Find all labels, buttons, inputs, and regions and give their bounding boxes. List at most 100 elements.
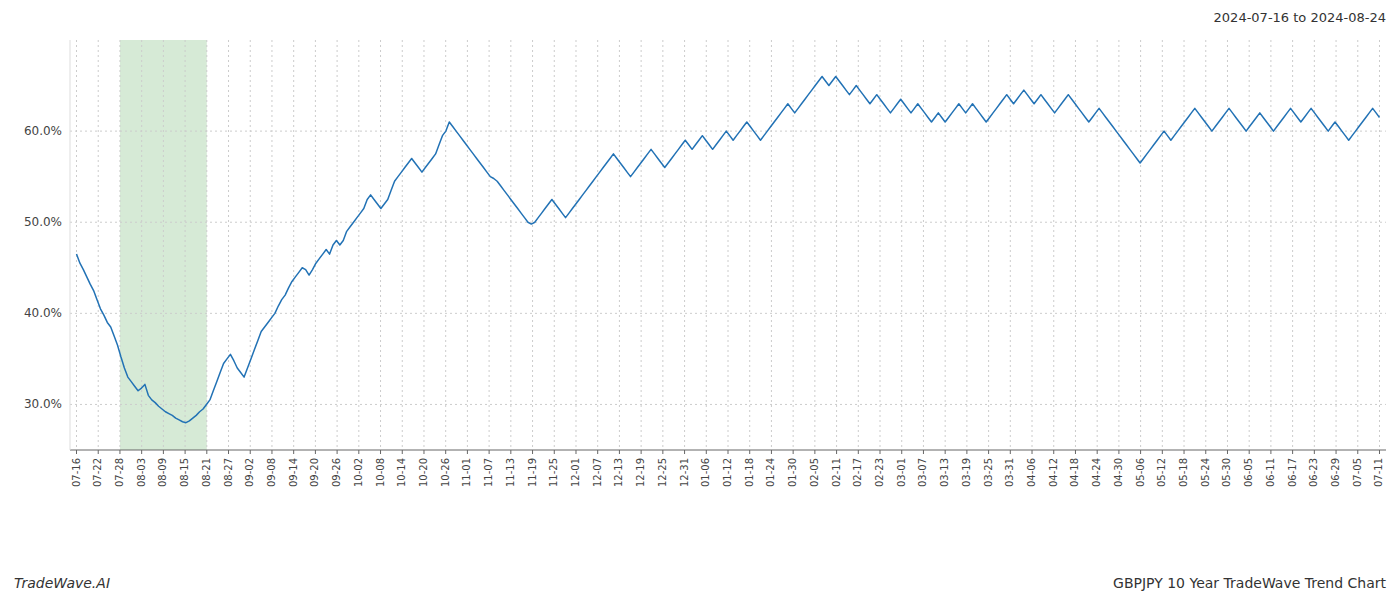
- x-grid-line: [1075, 40, 1076, 450]
- x-tick-label: 04-06: [1026, 458, 1037, 487]
- x-tick-label: 12-31: [679, 458, 690, 487]
- x-grid-line: [293, 40, 294, 450]
- x-tick-mark: [250, 450, 251, 454]
- x-tick-label: 08-03: [136, 458, 147, 487]
- x-tick-label: 07-28: [114, 458, 125, 487]
- x-grid-line: [1314, 40, 1315, 450]
- x-grid-line: [1292, 40, 1293, 450]
- x-grid-line: [597, 40, 598, 450]
- x-grid-line: [315, 40, 316, 450]
- x-tick-label: 04-30: [1113, 458, 1124, 487]
- x-grid-line: [1227, 40, 1228, 450]
- x-tick-mark: [445, 450, 446, 454]
- x-tick-label: 12-19: [635, 458, 646, 487]
- x-grid-line: [1097, 40, 1098, 450]
- x-grid-line: [185, 40, 186, 450]
- x-tick-mark: [1053, 450, 1054, 454]
- x-tick-mark: [1075, 450, 1076, 454]
- x-tick-mark: [1118, 450, 1119, 454]
- x-tick-mark: [1162, 450, 1163, 454]
- x-tick-label: 07-11: [1373, 458, 1384, 487]
- x-tick-label: 09-20: [309, 458, 320, 487]
- x-tick-mark: [185, 450, 186, 454]
- x-grid-line: [706, 40, 707, 450]
- x-tick-label: 05-24: [1200, 458, 1211, 487]
- x-tick-label: 11-13: [505, 458, 516, 487]
- x-tick-mark: [228, 450, 229, 454]
- x-tick-mark: [597, 450, 598, 454]
- x-tick-label: 09-26: [331, 458, 342, 487]
- x-tick-mark: [1249, 450, 1250, 454]
- x-grid-line: [489, 40, 490, 450]
- x-grid-line: [1205, 40, 1206, 450]
- x-tick-mark: [358, 450, 359, 454]
- x-tick-label: 10-08: [375, 458, 386, 487]
- x-tick-mark: [641, 450, 642, 454]
- x-tick-label: 11-19: [527, 458, 538, 487]
- x-tick-label: 06-23: [1308, 458, 1319, 487]
- x-tick-mark: [749, 450, 750, 454]
- x-tick-mark: [1292, 450, 1293, 454]
- x-tick-label: 06-05: [1243, 458, 1254, 487]
- x-tick-label: 12-25: [657, 458, 668, 487]
- x-tick-label: 09-08: [266, 458, 277, 487]
- x-tick-label: 03-31: [1004, 458, 1015, 487]
- x-grid-line: [1357, 40, 1358, 450]
- x-tick-label: 04-18: [1069, 458, 1080, 487]
- x-tick-mark: [554, 450, 555, 454]
- x-tick-label: 01-12: [722, 458, 733, 487]
- x-tick-mark: [988, 450, 989, 454]
- x-tick-mark: [206, 450, 207, 454]
- x-tick-mark: [684, 450, 685, 454]
- x-grid-line: [423, 40, 424, 450]
- x-grid-line: [532, 40, 533, 450]
- x-grid-line: [337, 40, 338, 450]
- chart-svg: 30.0%40.0%50.0%60.0%07-1607-2207-2808-03…: [0, 0, 1400, 600]
- x-tick-mark: [858, 450, 859, 454]
- x-tick-mark: [1379, 450, 1380, 454]
- trend-line: [77, 76, 1380, 422]
- x-tick-mark: [1097, 450, 1098, 454]
- x-tick-label: 02-17: [852, 458, 863, 487]
- x-grid-line: [749, 40, 750, 450]
- x-grid-line: [619, 40, 620, 450]
- x-grid-line: [814, 40, 815, 450]
- x-grid-line: [76, 40, 77, 450]
- x-tick-mark: [1010, 450, 1011, 454]
- x-tick-label: 11-25: [548, 458, 559, 487]
- x-tick-label: 08-21: [201, 458, 212, 487]
- x-tick-label: 06-17: [1287, 458, 1298, 487]
- x-tick-mark: [423, 450, 424, 454]
- x-tick-label: 08-15: [179, 458, 190, 487]
- x-tick-mark: [510, 450, 511, 454]
- x-grid-line: [858, 40, 859, 450]
- x-tick-label: 07-16: [71, 458, 82, 487]
- x-tick-label: 10-20: [418, 458, 429, 487]
- x-grid-line: [1162, 40, 1163, 450]
- x-tick-mark: [923, 450, 924, 454]
- x-grid-line: [510, 40, 511, 450]
- x-tick-label: 03-07: [917, 458, 928, 487]
- x-tick-mark: [337, 450, 338, 454]
- x-grid-line: [445, 40, 446, 450]
- x-tick-mark: [706, 450, 707, 454]
- chart-container: 30.0%40.0%50.0%60.0%07-1607-2207-2808-03…: [0, 0, 1400, 600]
- x-grid-line: [793, 40, 794, 450]
- x-tick-label: 01-06: [700, 458, 711, 487]
- x-tick-mark: [119, 450, 120, 454]
- x-grid-line: [1249, 40, 1250, 450]
- x-grid-line: [662, 40, 663, 450]
- x-tick-label: 05-18: [1178, 458, 1189, 487]
- x-tick-mark: [575, 450, 576, 454]
- x-tick-label: 09-02: [244, 458, 255, 487]
- x-tick-label: 01-18: [744, 458, 755, 487]
- x-grid-line: [358, 40, 359, 450]
- x-grid-line: [1336, 40, 1337, 450]
- y-tick-label: 30.0%: [24, 397, 62, 411]
- x-tick-label: 02-23: [874, 458, 885, 487]
- x-grid-line: [163, 40, 164, 450]
- x-tick-mark: [728, 450, 729, 454]
- x-grid-line: [728, 40, 729, 450]
- x-grid-line: [880, 40, 881, 450]
- x-tick-mark: [945, 450, 946, 454]
